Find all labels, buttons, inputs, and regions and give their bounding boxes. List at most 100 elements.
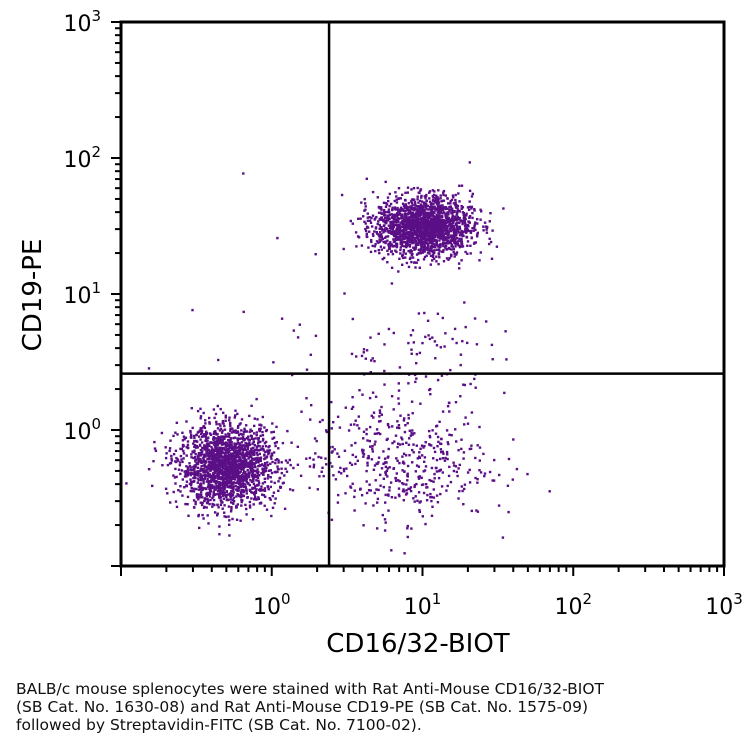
data-point [271, 422, 274, 425]
data-point [410, 188, 413, 191]
data-point [483, 472, 487, 475]
data-point [428, 478, 431, 482]
data-point [387, 224, 391, 227]
data-point [276, 470, 279, 474]
data-point [198, 526, 201, 530]
data-point [215, 420, 218, 424]
data-point [229, 463, 232, 467]
data-point [200, 477, 203, 480]
data-point [208, 489, 212, 492]
data-point [251, 458, 254, 461]
data-point [263, 480, 267, 484]
data-point [232, 488, 235, 491]
data-point [426, 221, 430, 224]
data-point [475, 509, 478, 512]
data-point [236, 465, 239, 469]
data-point [203, 487, 207, 490]
data-point [442, 199, 446, 202]
data-point [337, 455, 341, 458]
data-point [186, 443, 190, 447]
data-point [353, 495, 356, 499]
data-point [468, 481, 472, 484]
data-point [255, 431, 258, 434]
data-point [214, 442, 217, 446]
data-point [378, 227, 381, 231]
data-point [228, 486, 231, 489]
data-point [452, 225, 455, 228]
data-point [245, 513, 248, 516]
data-point [459, 395, 462, 398]
data-point [405, 236, 408, 239]
data-point [260, 447, 263, 450]
data-point [387, 199, 390, 203]
data-point [252, 457, 256, 461]
data-point [383, 383, 386, 386]
data-point [425, 199, 428, 203]
data-point [200, 441, 204, 444]
data-point [435, 224, 438, 227]
data-point [181, 494, 184, 497]
data-point [411, 198, 415, 201]
data-point [351, 405, 355, 409]
data-point [474, 228, 477, 231]
data-point [187, 446, 190, 449]
data-point [395, 250, 398, 254]
data-point [305, 368, 309, 371]
data-point [433, 221, 436, 225]
data-point [457, 239, 460, 243]
data-point [431, 505, 434, 508]
data-point [366, 219, 370, 222]
data-point [194, 502, 197, 506]
data-point [196, 474, 200, 477]
data-point [375, 462, 378, 465]
data-point [220, 465, 223, 469]
data-point [478, 259, 481, 262]
data-point [389, 481, 393, 484]
data-point [225, 450, 228, 453]
data-point [340, 193, 344, 197]
data-point [455, 440, 458, 443]
data-point [456, 242, 460, 246]
data-point [386, 235, 390, 238]
data-point [174, 500, 178, 503]
data-point [248, 451, 251, 455]
data-point [417, 491, 421, 494]
data-point [236, 438, 240, 442]
data-point [208, 480, 211, 483]
data-point [231, 493, 235, 496]
data-point [246, 462, 249, 465]
data-point [256, 453, 259, 457]
data-point [406, 524, 409, 528]
data-point [375, 231, 378, 234]
data-point [229, 461, 232, 464]
data-point [228, 455, 231, 458]
data-point [431, 336, 434, 339]
data-point [424, 465, 428, 468]
data-point [411, 232, 414, 235]
data-point [410, 223, 413, 226]
data-point [403, 198, 407, 202]
data-point [202, 411, 205, 415]
data-point [252, 440, 255, 443]
data-point [442, 189, 446, 193]
data-point [468, 161, 471, 164]
data-point [189, 468, 192, 472]
data-point [263, 453, 266, 456]
data-point [272, 491, 276, 494]
data-point [419, 239, 422, 242]
data-point [458, 245, 462, 249]
data-point [417, 248, 420, 251]
data-point [274, 497, 277, 500]
data-point [241, 448, 244, 451]
data-point [430, 444, 433, 447]
data-point [432, 488, 435, 491]
data-point [170, 454, 173, 458]
data-point [448, 221, 451, 224]
data-point [384, 241, 387, 245]
data-point [377, 241, 380, 244]
data-point [406, 213, 410, 216]
data-point [439, 448, 443, 451]
data-point [218, 496, 221, 500]
data-point [216, 446, 219, 450]
data-point [308, 486, 311, 490]
